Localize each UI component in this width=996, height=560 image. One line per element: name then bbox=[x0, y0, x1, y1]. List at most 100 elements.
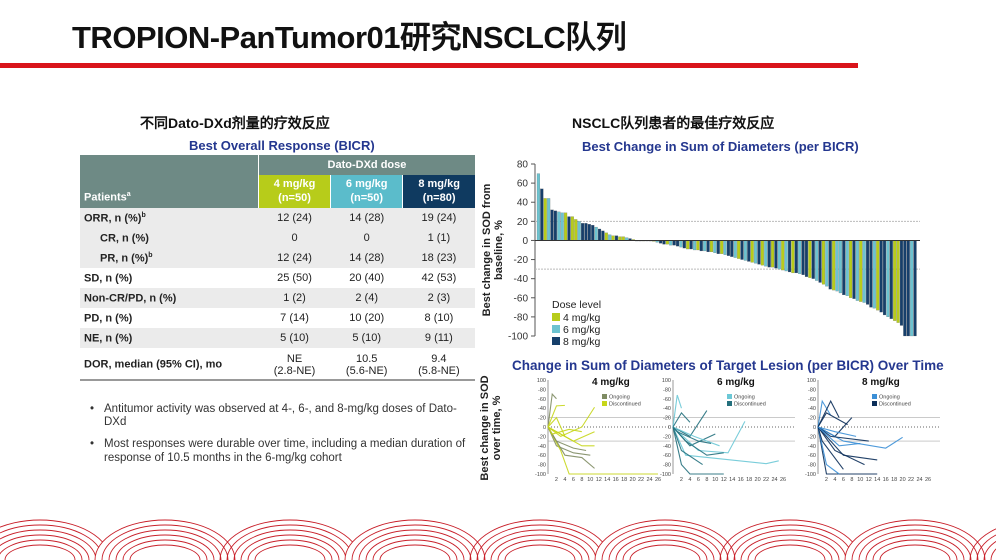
wave-decoration bbox=[0, 519, 996, 560]
legend-swatch bbox=[552, 313, 560, 321]
row-label: SD, n (%) bbox=[84, 272, 133, 285]
waterfall-bar bbox=[730, 240, 734, 257]
y-tick-label: -40 bbox=[514, 274, 529, 285]
waterfall-bar bbox=[855, 240, 859, 301]
waterfall-bar bbox=[804, 240, 809, 277]
waterfall-bar bbox=[601, 230, 605, 241]
waterfall-bar bbox=[570, 216, 574, 241]
y-tick-label: -60 bbox=[514, 293, 529, 304]
y-tick-label: -20 bbox=[663, 434, 671, 440]
spider-line bbox=[547, 426, 591, 456]
legend-swatch bbox=[727, 401, 732, 406]
x-tick-label: 24 bbox=[771, 477, 777, 483]
y-tick-label: -40 bbox=[808, 406, 816, 412]
y-tick-label: -40 bbox=[538, 406, 546, 412]
spider-line bbox=[547, 404, 565, 428]
waterfall-bar bbox=[614, 235, 619, 241]
waterfall-bar bbox=[560, 212, 564, 241]
y-tick-label: -100 bbox=[508, 332, 528, 343]
cell-value: 9 (11) bbox=[402, 328, 475, 348]
waterfall-bar bbox=[774, 240, 778, 269]
waterfall-bar bbox=[553, 210, 557, 241]
waterfall-bar bbox=[584, 223, 588, 241]
waterfall-bar bbox=[903, 240, 907, 337]
legend-label: 6 mg/kg bbox=[563, 324, 601, 336]
x-tick-label: 14 bbox=[729, 477, 735, 483]
waterfall-bar bbox=[699, 240, 703, 252]
waterfall-bar bbox=[567, 216, 571, 241]
waterfall-bar bbox=[536, 173, 540, 241]
waterfall-bar bbox=[791, 240, 795, 274]
dose-column-header: 6 mg/kg (n=50) bbox=[330, 175, 403, 208]
waterfall-bar bbox=[577, 221, 581, 241]
y-tick-label: -20 bbox=[514, 255, 529, 266]
patients-header: Patientsa bbox=[80, 155, 259, 208]
wave-arc bbox=[0, 524, 104, 560]
waterfall-bar bbox=[910, 240, 914, 337]
waterfall-bar bbox=[862, 240, 866, 303]
y-tick-label: 0 bbox=[813, 425, 816, 431]
y-tick-label: 80 bbox=[517, 160, 529, 171]
x-tick-label: 12 bbox=[596, 477, 602, 483]
cell-value: 10 (20) bbox=[349, 312, 385, 324]
waterfall-bar bbox=[709, 240, 714, 253]
x-tick-label: 26 bbox=[780, 477, 786, 483]
wave-arc bbox=[726, 524, 854, 560]
x-tick-label: 18 bbox=[621, 477, 627, 483]
x-tick-label: 22 bbox=[908, 477, 914, 483]
spider-line bbox=[547, 406, 596, 438]
x-tick-label: 4 bbox=[563, 477, 566, 483]
legend-swatch bbox=[602, 394, 607, 399]
waterfall-bar bbox=[899, 240, 904, 326]
x-tick-label: 14 bbox=[874, 477, 880, 483]
waterfall-bar bbox=[794, 240, 798, 274]
y-tick-label: -20 bbox=[663, 416, 671, 422]
legend-label: 8 mg/kg bbox=[563, 336, 601, 348]
waterfall-bar bbox=[825, 240, 829, 287]
waterfall-bar bbox=[869, 240, 873, 308]
spider-line bbox=[547, 426, 595, 442]
spider-line bbox=[547, 426, 582, 435]
waterfall-bar bbox=[737, 240, 741, 259]
cell-value: 1 (1) bbox=[402, 228, 475, 248]
waterfall-bar bbox=[866, 240, 870, 305]
waterfall-bar bbox=[720, 240, 724, 254]
spider-line bbox=[672, 411, 691, 428]
wave-arc bbox=[497, 539, 583, 560]
waterfall-bar bbox=[771, 240, 775, 268]
waterfall-bar bbox=[692, 240, 697, 251]
wave-arc bbox=[379, 544, 451, 560]
table-row: PR, n (%)b 12 (24) 14 (28) 18 (23) bbox=[80, 248, 475, 268]
legend-title: Dose level bbox=[552, 299, 601, 311]
legend-label: Discontinued bbox=[879, 402, 911, 408]
y-tick-label: 20 bbox=[517, 217, 529, 228]
waterfall-bar bbox=[611, 235, 615, 241]
x-tick-label: 26 bbox=[655, 477, 661, 483]
y-tick-label: -80 bbox=[663, 387, 671, 393]
waterfall-bar bbox=[893, 240, 897, 321]
y-tick-label: -80 bbox=[808, 387, 816, 393]
cell-value: 20 (40) bbox=[349, 272, 385, 284]
waterfall-bar bbox=[750, 240, 754, 263]
legend-label: Ongoing bbox=[609, 395, 630, 401]
waterfall-bar bbox=[716, 240, 720, 254]
x-tick-label: 12 bbox=[866, 477, 872, 483]
spider-line bbox=[817, 399, 840, 428]
y-tick-label: -20 bbox=[538, 434, 546, 440]
x-tick-label: 2 bbox=[680, 477, 683, 483]
waterfall-bar bbox=[574, 219, 578, 241]
row-label: CR, n (%) bbox=[80, 228, 259, 248]
spider-line bbox=[672, 426, 724, 475]
spider-line bbox=[817, 426, 865, 466]
waterfall-bar bbox=[835, 240, 839, 292]
wave-arc bbox=[0, 534, 90, 560]
table-row: ORR, n (%)b 12 (24) 14 (28) 19 (24) bbox=[80, 208, 475, 228]
legend-swatch bbox=[872, 394, 877, 399]
cell-value: 19 (24) bbox=[402, 208, 475, 228]
y-tick-label: -80 bbox=[538, 463, 546, 469]
spider-line bbox=[672, 426, 724, 456]
x-tick-label: 24 bbox=[646, 477, 652, 483]
